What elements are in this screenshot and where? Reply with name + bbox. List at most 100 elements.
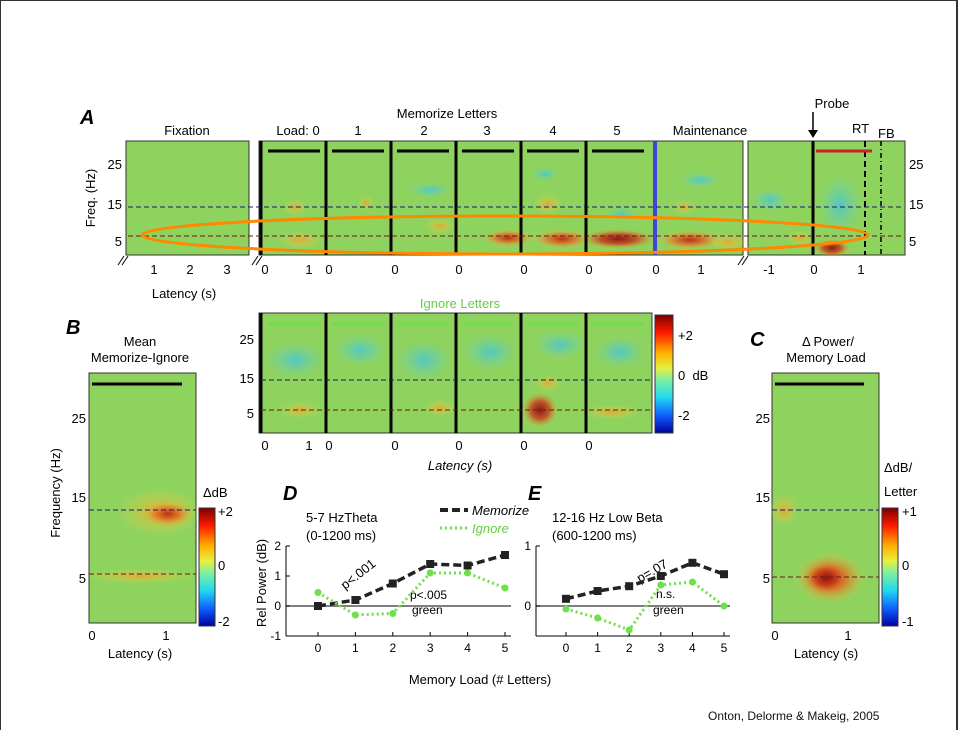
probe-arrowhead [808,130,818,138]
data-point-memorize [593,587,602,595]
data-point-memorize [562,594,570,603]
panel-b-cbar-label: ΔdB [203,485,228,500]
segment-label-load-0: Load: 0 [276,123,319,138]
data-point-ignore [464,569,472,577]
load-heatmap [258,140,656,256]
segment-label-load-1: 1 [354,123,361,138]
chart-xtick-label: 2 [389,641,396,655]
load-xtick-5: 0 [520,262,527,277]
panel-b-ytick-25: 25 [72,411,86,426]
data-point-memorize [656,572,665,580]
ignore-xtick-2: 0 [325,438,332,453]
panel-b-xtick-0: 0 [88,628,95,643]
legend-ignore-label: Ignore [472,521,509,536]
series-line-memorize [317,553,506,608]
load-xtick-6: 0 [585,262,592,277]
panel-a-title: Memorize Letters [397,106,498,121]
chart-ytick-label: 1 [524,539,531,553]
ignore-cbar-tick-0: 0 dB [678,368,708,383]
ignore-xtick-0: 0 [261,438,268,453]
segment-label-load-5: 5 [613,123,620,138]
fixation-xtick-2: 2 [186,262,193,277]
data-point-memorize [463,561,472,570]
panel-a-xlabel: Latency (s) [152,286,216,301]
chart-ytick-label: 0 [274,599,281,613]
ignore-xtick-1: 1 [305,438,312,453]
panel-d-annot-p001: p<.001 [338,556,379,593]
load-xtick-3: 0 [391,262,398,277]
data-point-ignore [720,602,728,610]
data-point-memorize [501,551,509,559]
ignore-title: Ignore Letters [420,296,501,311]
panel-c-cbar-tick-plus1: +1 [902,504,917,519]
ignore-heatmap [258,312,653,434]
fixation-xtick-1: 1 [150,262,157,277]
panel-b-xlabel: Latency (s) [108,646,172,661]
panel-b-xtick-1: 1 [162,628,169,643]
probe-label: Probe [815,96,850,111]
segment-label-fixation: Fixation [164,123,210,138]
probe-heatmap [747,140,906,257]
panel-d-letter: D [283,483,297,505]
data-point-memorize [426,560,435,568]
panel-b-ylabel: Frequency (Hz) [48,448,63,538]
panel-a-letter: A [79,107,94,129]
load-xtick-8: 1 [697,262,704,277]
panel-a-ylabel: Freq. (Hz) [83,169,98,228]
chart-ytick-label: 1 [274,569,281,583]
panel-c-letter: C [750,329,765,351]
chart-xtick-label: 4 [689,641,696,655]
rt-label: RT [852,121,869,136]
ignore-cbar-tick-minus2: -2 [678,408,690,423]
panel-c-cbar-label-1: ΔdB/ [884,460,913,475]
panel-c-title-line1: Δ Power/ [802,334,854,349]
panel-c-xtick-1: 1 [844,628,851,643]
data-point-ignore [389,610,397,617]
panel-d-ylabel: Rel Power (dB) [254,539,269,627]
load-xtick-2: 0 [325,262,332,277]
panel-c-ytick-5: 5 [763,571,770,586]
panel-b-letter: B [66,317,80,339]
series-line-ignore [317,571,506,617]
data-point-memorize [625,582,634,591]
ignore-cbar-tick-plus2: +2 [678,328,693,343]
ignore-xtick-6: 0 [585,438,592,453]
load-xtick-1: 1 [305,262,312,277]
series-line-ignore [565,580,725,632]
panel-b-title-line2: Memorize-Ignore [91,350,189,365]
panel-d-annot-p005: p<.005 [410,588,447,602]
chart-xtick-label: 5 [502,641,509,655]
panel-a-right-ytick-15: 15 [909,197,923,212]
probe-xtick-0: 0 [810,262,817,277]
panel-e-letter: E [528,483,542,505]
panel-d-annot-green: green [412,603,443,617]
chart-xtick-label: 1 [594,641,601,655]
segment-label-load-2: 2 [420,123,427,138]
axis-break-marks [117,255,749,266]
ignore-colorbar [654,314,674,434]
fixation-xtick-3: 3 [223,262,230,277]
panel-d-chart: 2 1 0 -1 0 1 2 3 4 5 [270,539,511,655]
theta-highlight-ellipse [140,214,870,256]
ignore-ytick-25: 25 [240,332,254,347]
panel-b-cbar-tick-0: 0 [218,558,225,573]
load-xtick-4: 0 [455,262,462,277]
segment-label-load-4: 4 [549,123,556,138]
ignore-xtick-4: 0 [455,438,462,453]
panel-c-heatmap [770,372,880,624]
panel-e-chart: 1 0 0 1 2 3 4 5 [524,539,730,655]
data-point-memorize [351,596,360,604]
data-point-ignore [314,589,322,596]
panel-d-subtitle: (0-1200 ms) [306,528,376,543]
panel-a-ytick-15: 15 [108,197,122,212]
chart-xtick-label: 3 [427,641,434,655]
series-line-memorize [565,560,725,601]
data-point-memorize [688,558,697,567]
legend-memorize-label: Memorize [472,503,529,518]
panel-b-colorbar [198,507,216,627]
panel-c-title-line2: Memory Load [786,350,865,365]
panel-d-legend: Memorize Ignore [440,503,529,536]
figure: A Memorize Letters Fixation Load: 0 1 2 … [48,96,923,687]
data-point-ignore [351,611,359,619]
data-point-ignore [501,584,509,592]
